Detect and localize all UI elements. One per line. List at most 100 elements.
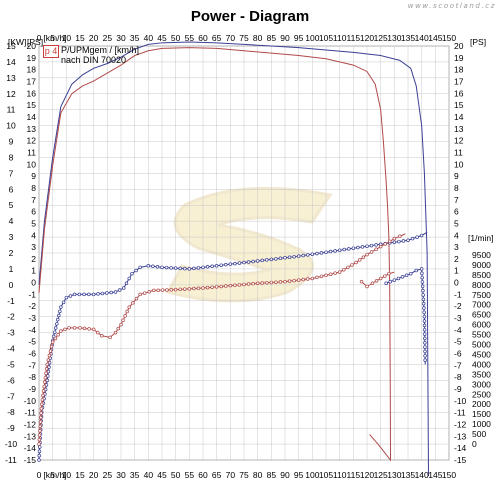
right-rpm-tick-label: 0 xyxy=(472,439,477,449)
left-ps-tick-label: -8 xyxy=(28,372,36,382)
data-point xyxy=(423,340,427,345)
data-point xyxy=(50,340,55,344)
data-point xyxy=(387,271,391,276)
right-ps-tick-label: -5 xyxy=(454,337,462,347)
data-point xyxy=(48,349,53,353)
data-point xyxy=(214,285,219,289)
left-kw-tick-label: -1 xyxy=(7,296,15,306)
data-point xyxy=(109,290,113,295)
data-point xyxy=(196,286,201,291)
left-kw-tick-label: 5 xyxy=(9,200,14,210)
watermark-text: www.scootland.cz xyxy=(407,2,496,10)
data-point xyxy=(392,236,397,241)
data-point xyxy=(359,279,364,284)
data-point xyxy=(142,291,147,295)
top-x-tick-label: 5 xyxy=(50,33,55,43)
left-kw-tick-label: -4 xyxy=(7,344,15,354)
data-point xyxy=(37,449,42,454)
data-point xyxy=(278,280,283,284)
left-kw-tick-label: 4 xyxy=(9,216,14,226)
data-point xyxy=(397,239,401,244)
data-point xyxy=(328,272,333,276)
data-point xyxy=(219,263,223,267)
left-ps-tick-label: -7 xyxy=(28,360,36,370)
data-point xyxy=(131,301,135,305)
data-point xyxy=(378,244,383,249)
data-point xyxy=(127,276,131,281)
data-point xyxy=(72,326,77,330)
data-point xyxy=(113,330,118,335)
data-point xyxy=(116,326,121,331)
data-point xyxy=(37,442,41,446)
data-point xyxy=(37,458,41,462)
data-point xyxy=(365,284,369,289)
bottom-x-axis-label: [km/h] xyxy=(43,470,66,480)
data-point xyxy=(87,292,91,297)
data-point xyxy=(77,292,82,297)
data-point xyxy=(169,288,174,292)
data-point xyxy=(58,309,62,314)
data-point xyxy=(398,234,402,239)
left-ps-tick-label: -14 xyxy=(24,443,37,453)
right-ps-tick-label: -14 xyxy=(454,443,467,453)
data-point xyxy=(37,433,42,437)
right-rpm-tick-label: 4500 xyxy=(472,349,491,359)
left-ps-tick-label: 15 xyxy=(27,100,37,110)
data-point xyxy=(134,296,139,301)
bottom-x-tick-label: 150 xyxy=(442,470,456,480)
right-rpm-tick-label: 5000 xyxy=(472,340,491,350)
right-ps-tick-label: 10 xyxy=(454,159,464,169)
data-point xyxy=(301,253,305,258)
left-ps-tick-label: -3 xyxy=(28,313,36,323)
data-point xyxy=(46,358,51,362)
left-ps-tick-label: 6 xyxy=(31,207,36,217)
data-point xyxy=(44,367,49,371)
data-point xyxy=(422,327,427,332)
left-ps-tick-label: 17 xyxy=(27,76,37,86)
data-point xyxy=(43,375,48,380)
right-ps-tick-label: -4 xyxy=(454,325,462,335)
data-point xyxy=(396,276,401,281)
data-point xyxy=(183,287,187,291)
bottom-x-tick-label: 110 xyxy=(333,470,347,480)
right-ps-tick-label: 5 xyxy=(454,218,459,228)
logo-s-shape xyxy=(165,186,333,303)
data-point xyxy=(422,323,427,328)
data-point xyxy=(56,332,60,337)
right-rpm-tick-label: 8500 xyxy=(472,270,491,280)
left-ps-tick-label: 12 xyxy=(27,136,37,146)
data-point xyxy=(421,288,425,293)
data-point xyxy=(274,257,278,261)
left-ps-tick-label: -4 xyxy=(28,325,36,335)
left-ps-tick-label: -15 xyxy=(24,455,37,465)
data-point xyxy=(108,335,112,340)
right-rpm-tick-label: 3000 xyxy=(472,379,491,389)
data-point xyxy=(146,263,151,268)
bottom-x-tick-label: 40 xyxy=(144,470,154,480)
left-kw-tick-label: 3 xyxy=(9,232,14,242)
data-point xyxy=(419,267,424,271)
data-point xyxy=(40,398,45,402)
right-ps-tick-label: 18 xyxy=(454,65,464,75)
data-point xyxy=(414,268,418,273)
left-ps-tick-label: 11 xyxy=(27,147,36,157)
series-line xyxy=(38,41,429,476)
data-point xyxy=(278,256,283,261)
right-ps-tick-label: -12 xyxy=(454,420,467,430)
data-point xyxy=(351,246,356,250)
right-ps-tick-label: 4 xyxy=(454,230,459,240)
bottom-x-tick-label: 120 xyxy=(360,470,374,480)
bottom-x-tick-label: 75 xyxy=(239,470,249,480)
right-rpm-tick-label: 1500 xyxy=(472,409,491,419)
left-kw-tick-label: -7 xyxy=(7,391,15,401)
data-point xyxy=(192,266,196,271)
data-point xyxy=(57,313,61,318)
right-ps-tick-label: -1 xyxy=(454,289,462,299)
right-ps-tick-label: 6 xyxy=(454,207,459,217)
data-point xyxy=(383,274,387,278)
data-point xyxy=(369,250,374,254)
data-point xyxy=(306,253,310,257)
top-x-tick-label: 140 xyxy=(415,33,429,43)
right-rpm-tick-label: 6000 xyxy=(472,320,491,330)
left-ps-tick-label: 19 xyxy=(27,53,37,63)
